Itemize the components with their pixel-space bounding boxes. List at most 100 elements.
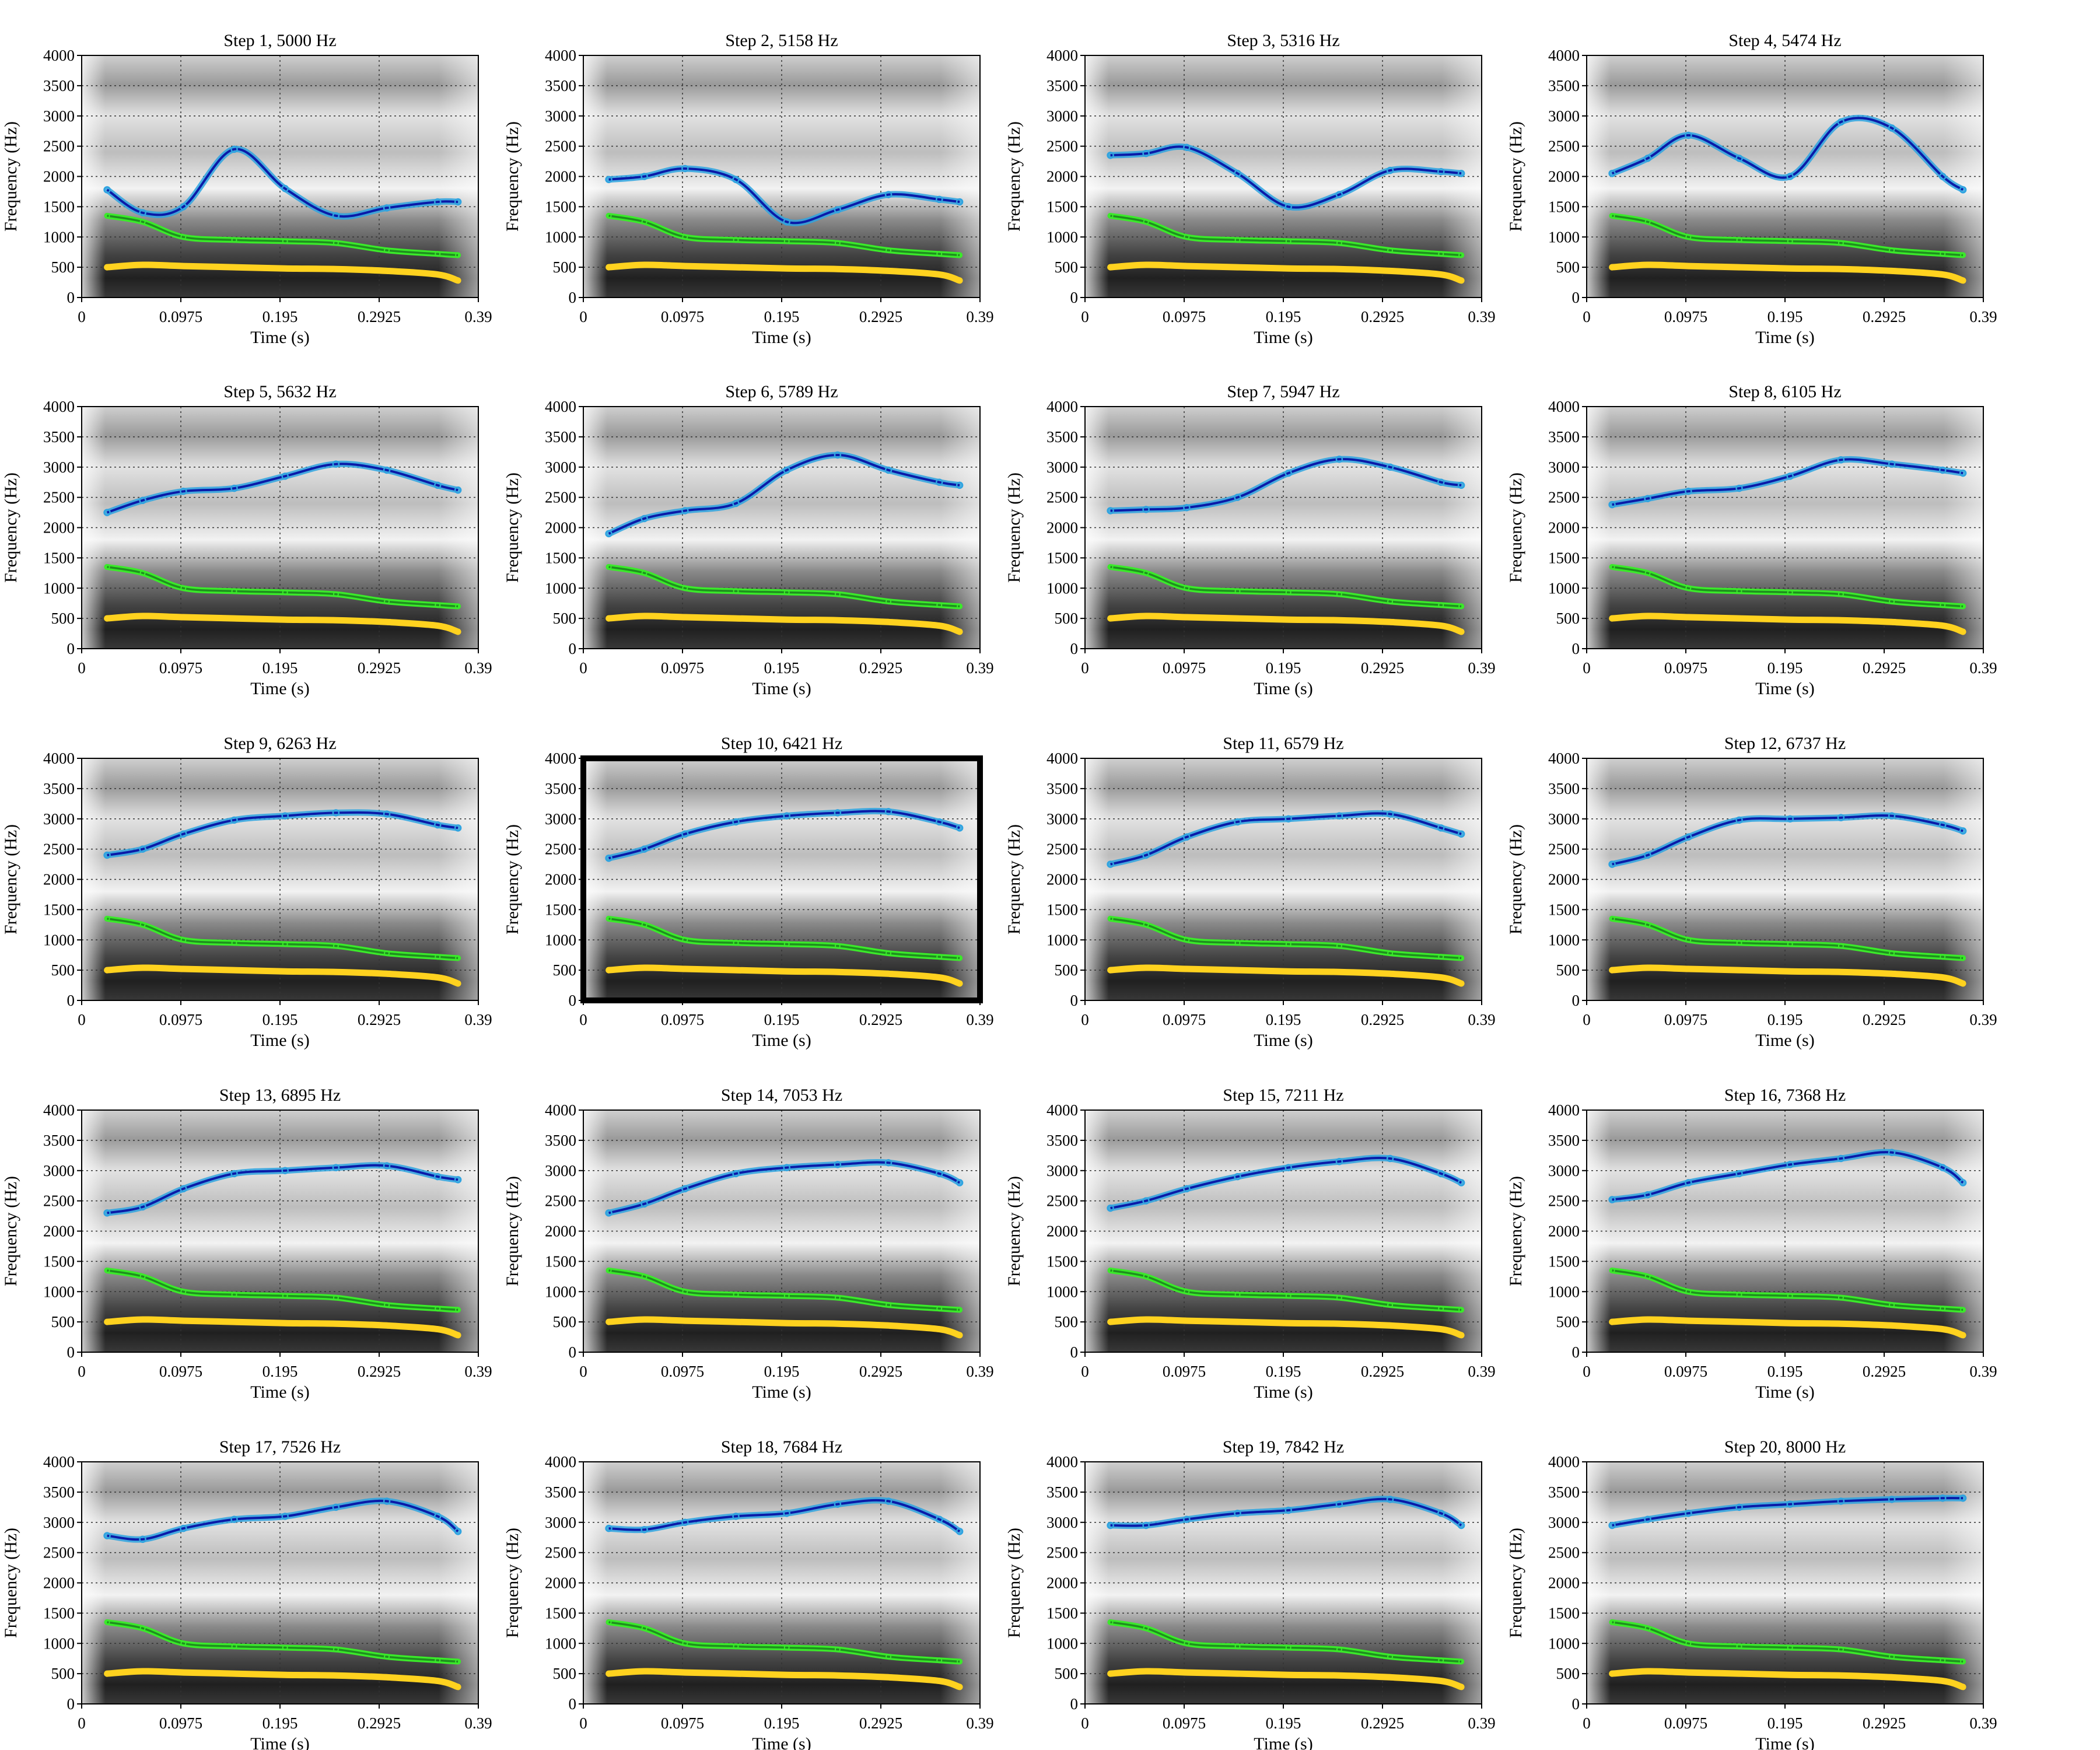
x-tick-label: 0.195 — [764, 1714, 800, 1732]
f2-data-point — [1609, 1619, 1615, 1625]
f3-data-point — [681, 164, 689, 173]
x-tick-label: 0.2925 — [358, 308, 401, 326]
f3-data-point — [281, 185, 289, 192]
y-tick-label: 500 — [51, 258, 75, 276]
f2-data-point — [332, 1646, 339, 1653]
f3-data-point — [1959, 1494, 1967, 1502]
y-tick-label: 500 — [51, 1665, 75, 1682]
f3-data-point — [1234, 1172, 1241, 1181]
f3-data-point — [1234, 1509, 1241, 1517]
y-tick-label: 1000 — [43, 228, 75, 246]
y-tick-label: 1000 — [1046, 228, 1078, 246]
f3-data-point — [1939, 821, 1947, 829]
f3-data-point — [180, 830, 187, 838]
x-tick-label: 0.0975 — [661, 1011, 704, 1028]
f3-data-point — [1335, 1500, 1343, 1508]
y-tick-label: 3000 — [1548, 459, 1580, 476]
f1-series-line — [104, 261, 461, 284]
f3-data-point — [1234, 494, 1241, 501]
f3-data-point — [180, 1185, 187, 1193]
panel-step-2: 0 0.0975 0.195 0.2925 0.39 0 500 1000 1500 2000 25… — [503, 31, 994, 347]
x-tick-label: 0.2925 — [859, 1714, 902, 1732]
panel-title: Step 8, 6105 Hz — [1728, 382, 1841, 401]
f3-data-point — [783, 1509, 790, 1517]
f3-data-point — [1386, 1496, 1394, 1503]
y-tick-label: 3500 — [1046, 1483, 1078, 1501]
f2-fit-line — [1110, 215, 1462, 257]
f3-fit-line — [1110, 145, 1462, 209]
f2-data-point — [606, 1619, 612, 1625]
f2-data-point — [1143, 922, 1149, 928]
f2-data-point — [936, 1657, 943, 1664]
x-tick-label: 0.195 — [1266, 659, 1301, 677]
f3-data-point — [605, 530, 612, 538]
y-tick-label: 2500 — [43, 138, 75, 155]
f3-data-point — [103, 186, 111, 194]
f3-data-point — [1959, 1179, 1967, 1186]
panel-step-6: 0 0.0975 0.195 0.2925 0.39 0 500 1000 1500 2000 25… — [503, 382, 994, 698]
f2-fit-line — [608, 918, 960, 960]
f3-data-point — [1837, 456, 1845, 464]
f3-data-point — [1959, 186, 1967, 194]
x-tick-label: 0.195 — [262, 1011, 298, 1028]
f2-data-point — [1285, 1644, 1292, 1651]
y-axis-label: Frequency (Hz) — [1005, 1176, 1024, 1286]
x-tick-label: 0.2925 — [859, 308, 902, 326]
x-tick-label: 0.0975 — [1664, 1714, 1707, 1732]
panel-step-3: 0 0.0975 0.195 0.2925 0.39 0 500 1000 1500 2000 25… — [1005, 31, 1496, 347]
y-tick-label: 2500 — [1548, 1544, 1580, 1562]
x-tick-label: 0.195 — [1266, 308, 1301, 326]
x-tick-label: 0.2925 — [1863, 1011, 1906, 1028]
f2-fit-line — [608, 215, 960, 257]
f2-data-point — [139, 1273, 146, 1280]
f3-fit-line — [608, 453, 960, 535]
y-tick-label: 0 — [1572, 289, 1580, 306]
x-axis-label: Time (s) — [1755, 1734, 1814, 1750]
f2-data-point — [733, 1292, 739, 1298]
x-axis-label: Time (s) — [250, 1734, 309, 1750]
f2-data-point — [682, 234, 688, 240]
f3-data-point — [1284, 1506, 1292, 1514]
x-tick-label: 0.2925 — [1361, 308, 1404, 326]
f3-data-point — [783, 812, 790, 820]
f3-data-point — [936, 818, 943, 826]
f2-data-point — [332, 591, 339, 597]
x-tick-label: 0.195 — [1768, 659, 1803, 677]
x-tick-label: 0.2925 — [1863, 308, 1906, 326]
f2-data-point — [1736, 1292, 1742, 1298]
y-tick-label: 4000 — [545, 398, 576, 415]
f3-data-point — [383, 466, 391, 474]
y-tick-label: 0 — [569, 1343, 577, 1361]
f3-fit-line — [1611, 117, 1964, 191]
f2-data-point — [332, 943, 339, 949]
y-axis-label: Frequency (Hz) — [1506, 1528, 1525, 1638]
f2-data-point — [1107, 1619, 1114, 1625]
f3-data-point — [230, 484, 238, 492]
y-tick-label: 0 — [1070, 1343, 1079, 1361]
f3-data-point — [332, 1164, 340, 1171]
f3-data-point — [1786, 473, 1794, 480]
y-tick-label: 0 — [67, 1695, 75, 1713]
y-tick-label: 4000 — [545, 47, 576, 64]
f2-data-point — [1940, 954, 1946, 960]
f3-data-point — [1608, 1196, 1616, 1203]
f2-fit-line — [1110, 1269, 1462, 1311]
y-tick-label: 3000 — [43, 810, 75, 828]
y-tick-label: 2000 — [43, 1223, 75, 1240]
f1-series-line — [1609, 612, 1966, 635]
f3-fit-line — [1110, 1497, 1462, 1527]
f1-series-line — [606, 964, 963, 987]
x-tick-label: 0.195 — [764, 1011, 800, 1028]
f2-data-point — [886, 1302, 892, 1308]
y-tick-label: 2000 — [43, 168, 75, 186]
y-tick-label: 4000 — [43, 1453, 75, 1471]
y-axis-label: Frequency (Hz) — [1506, 824, 1525, 935]
x-tick-label: 0 — [579, 1714, 587, 1732]
f3-data-point — [1107, 507, 1114, 514]
x-tick-label: 0 — [579, 1011, 587, 1028]
f3-data-point — [434, 481, 442, 489]
y-tick-label: 500 — [553, 961, 577, 979]
y-tick-label: 1500 — [545, 198, 576, 215]
f2-data-point — [1685, 937, 1692, 943]
f2-data-point — [1609, 915, 1615, 922]
